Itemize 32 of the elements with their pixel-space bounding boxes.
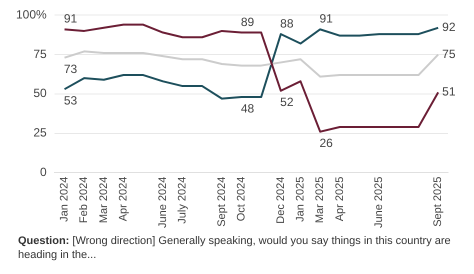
x-tick-label: Sept 2024	[216, 176, 228, 227]
x-tick-label: June 2024	[156, 176, 169, 228]
x-tick-label: Mar 2025	[314, 176, 326, 224]
y-tick-label: 25	[33, 126, 48, 140]
data-label: 91	[319, 12, 334, 26]
data-label: 53	[64, 94, 78, 108]
y-tick-label: 100%	[16, 8, 48, 22]
data-label: 92	[442, 20, 456, 34]
data-label: 73	[64, 62, 78, 76]
data-label: 89	[240, 14, 255, 29]
x-tick-label: Jan 2025	[294, 176, 307, 222]
x-tick-label: Apr 2024	[118, 176, 130, 222]
x-tick-label: Sept 2025	[432, 176, 444, 227]
data-label: 51	[442, 84, 456, 99]
data-label: 88	[280, 16, 294, 30]
y-tick-label: 50	[33, 86, 48, 100]
x-tick-label: June 2025	[373, 176, 386, 228]
x-tick-label: Feb 2024	[78, 176, 90, 224]
x-tick-label: Dec 2024	[274, 176, 287, 224]
x-tick-label: Oct 2024	[236, 176, 248, 222]
y-tick-label: 0	[40, 164, 48, 179]
data-label: 75	[442, 46, 456, 61]
data-label: 52	[280, 95, 294, 110]
x-tick-label: Mar 2024	[98, 176, 110, 224]
y-tick-label: 75	[33, 46, 48, 61]
data-label: 48	[240, 101, 255, 116]
x-tick-label: Jan 2024	[58, 176, 71, 222]
data-label: 26	[319, 136, 334, 150]
text: Question: [Wrong direction] Generally speaking, would you say things in this country are heading in the...	[18, 235, 451, 261]
x-tick-label: July 2024	[176, 176, 189, 224]
x-tick-label: Apr 2025	[334, 176, 346, 222]
data-label: 91	[64, 12, 78, 26]
